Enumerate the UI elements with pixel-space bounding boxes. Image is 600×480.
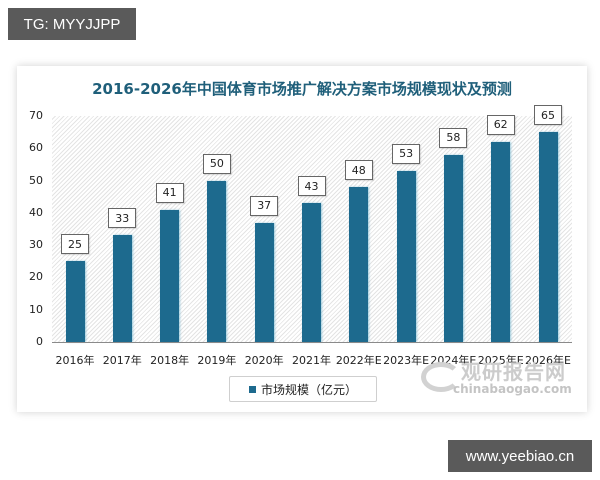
- x-tick-label: 2020年: [244, 354, 284, 367]
- y-tick-label: 0: [36, 335, 43, 348]
- bar: [443, 154, 463, 342]
- bar: [207, 180, 227, 342]
- data-label: 48: [344, 160, 373, 181]
- y-tick-label: 40: [29, 205, 43, 219]
- legend-label: 市场规模（亿元）: [260, 382, 357, 397]
- bar: [65, 261, 85, 342]
- watermark: 观研报告网 chinabaogao.com: [417, 356, 587, 401]
- data-label: 33: [108, 208, 137, 229]
- chart-card: 2016-2026年中国体育市场推广解决方案市场规模现状及预测 0 10 20 30 4…: [17, 66, 587, 412]
- data-label: 62: [486, 114, 515, 135]
- x-tick-label: 2026年E: [525, 354, 571, 367]
- bar: [254, 222, 274, 342]
- data-label: 41: [155, 182, 184, 203]
- y-tick-label: 50: [29, 173, 43, 187]
- watermark-logo-icon: [421, 362, 461, 392]
- x-tick-label: 2019年: [197, 354, 237, 367]
- data-label: 37: [250, 195, 279, 216]
- watermark-en: chinabaogao.com: [453, 382, 572, 396]
- bar: [112, 235, 132, 342]
- data-label: 58: [439, 127, 468, 148]
- watermark-cn: 观研报告网: [461, 360, 566, 384]
- y-tick-label: 70: [29, 109, 43, 122]
- y-tick-label: 10: [29, 302, 43, 316]
- x-axis-line: [52, 342, 572, 343]
- bar: [491, 141, 511, 342]
- data-label: 25: [61, 234, 89, 255]
- bar: [349, 187, 369, 342]
- data-label: 65: [534, 105, 562, 126]
- legend-swatch: [248, 385, 256, 393]
- y-tick-label: 20: [29, 270, 43, 284]
- top-tag-label: TG: MYYJJPP: [8, 8, 136, 40]
- bar: [538, 132, 558, 342]
- data-label: 43: [297, 176, 326, 197]
- x-tick-label: 2025年E: [477, 354, 524, 367]
- chart-title: 2016-2026年中国体育市场推广解决方案市场规模现状及预测: [92, 80, 512, 98]
- y-tick-label: 60: [29, 141, 43, 155]
- bar: [160, 209, 180, 342]
- bar: [302, 203, 321, 342]
- bottom-tag-label: www.yeebiao.cn: [448, 440, 592, 472]
- x-tick-label: 2017年: [102, 354, 142, 367]
- x-tick-label: 2016年: [55, 354, 95, 367]
- bar: [396, 170, 416, 342]
- legend: 市场规模（亿元）: [229, 376, 377, 402]
- data-label: 50: [202, 153, 231, 174]
- x-tick-label: 2023年E: [383, 354, 430, 367]
- y-tick-label: 30: [29, 238, 43, 252]
- x-tick-label: 2022年E: [335, 354, 382, 367]
- data-label: 53: [392, 143, 421, 164]
- x-tick-label: 2018年: [150, 354, 190, 367]
- x-tick-label: 2021年: [292, 354, 331, 367]
